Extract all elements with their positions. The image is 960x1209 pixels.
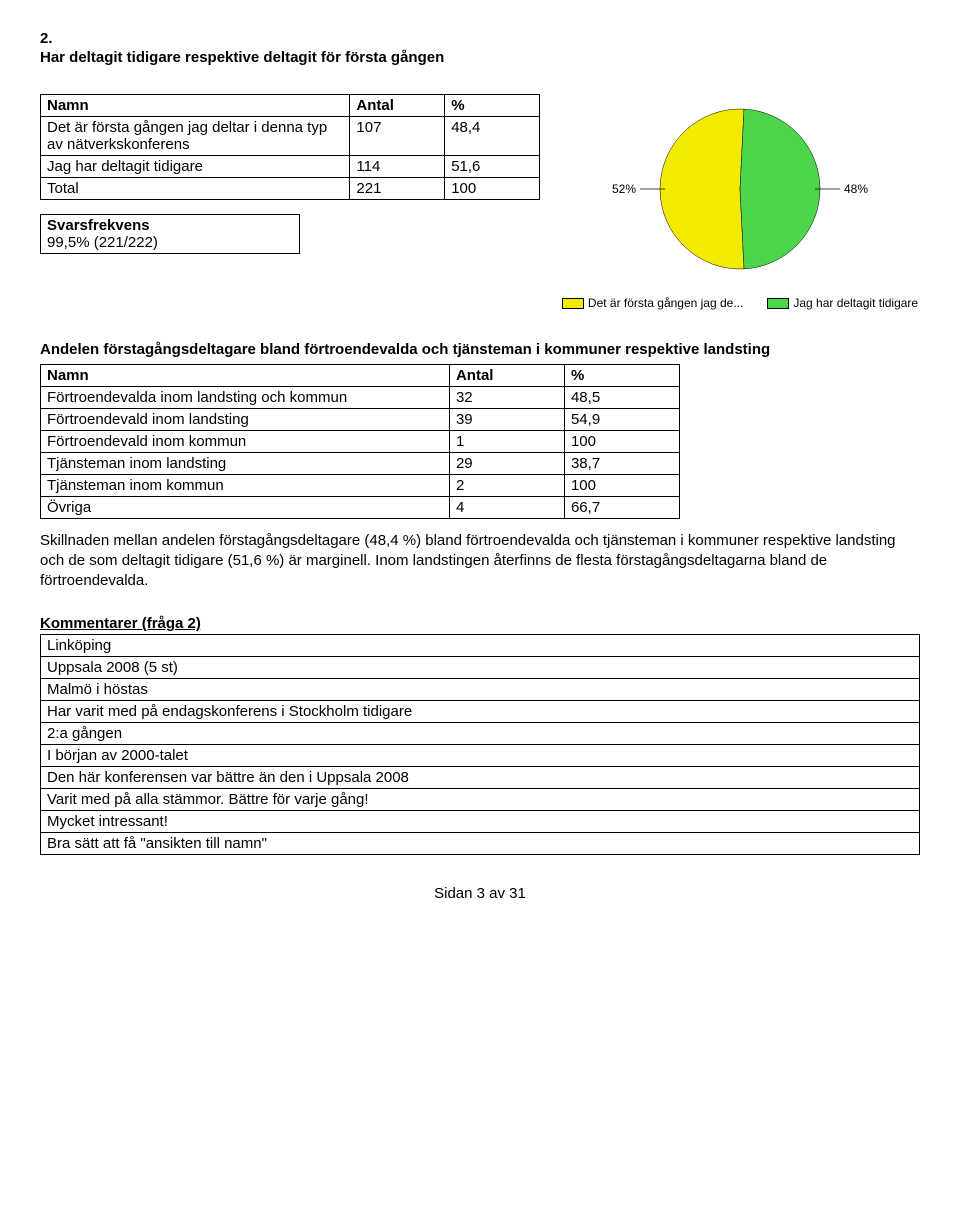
table-row: Tjänsteman inom landsting2938,7	[41, 452, 680, 474]
cell: 2	[449, 474, 564, 496]
cell: Det är första gången jag deltar i denna …	[41, 117, 350, 156]
breakdown-table: Namn Antal % Förtroendevalda inom landst…	[40, 364, 680, 519]
table-row: Tjänsteman inom kommun2100	[41, 474, 680, 496]
cell: Total	[41, 178, 350, 200]
cell: Malmö i höstas	[41, 679, 920, 701]
cell: 100	[564, 474, 679, 496]
cell: Övriga	[41, 496, 450, 518]
cell: 100	[445, 178, 540, 200]
legend-text-0: Det är första gången jag de...	[588, 296, 743, 310]
list-item: Bra sätt att få "ansikten till namn"	[41, 833, 920, 855]
legend-swatch-0	[562, 298, 584, 309]
cell: 39	[449, 408, 564, 430]
legend-swatch-1	[767, 298, 789, 309]
cell: Förtroendevald inom landsting	[41, 408, 450, 430]
list-item: Uppsala 2008 (5 st)	[41, 657, 920, 679]
cell: 32	[449, 386, 564, 408]
pie-chart: 52% 48%	[560, 94, 920, 284]
cell: Den här konferensen var bättre än den i …	[41, 767, 920, 789]
cell: Uppsala 2008 (5 st)	[41, 657, 920, 679]
t2-h2: %	[564, 364, 679, 386]
table-row: Förtroendevalda inom landsting och kommu…	[41, 386, 680, 408]
cell: Mycket intressant!	[41, 811, 920, 833]
cell: 107	[350, 117, 445, 156]
cell: 66,7	[564, 496, 679, 518]
cell: Linköping	[41, 635, 920, 657]
cell: Förtroendevald inom kommun	[41, 430, 450, 452]
analysis-paragraph: Skillnaden mellan andelen förstagångsdel…	[40, 531, 920, 592]
t2-h0: Namn	[41, 364, 450, 386]
svarsfrekvens-label: Svarsfrekvens	[47, 217, 293, 234]
cell: 48,4	[445, 117, 540, 156]
comments-table: Linköping Uppsala 2008 (5 st) Malmö i hö…	[40, 634, 920, 855]
comments-heading: Kommentarer (fråga 2)	[40, 615, 920, 632]
cell: Varit med på alla stämmor. Bättre för va…	[41, 789, 920, 811]
cell: Har varit med på endagskonferens i Stock…	[41, 701, 920, 723]
cell: 54,9	[564, 408, 679, 430]
svarsfrekvens-box: Svarsfrekvens 99,5% (221/222)	[40, 214, 300, 254]
legend-item: Jag har deltagit tidigare	[767, 296, 918, 310]
list-item: Varit med på alla stämmor. Bättre för va…	[41, 789, 920, 811]
legend-text-1: Jag har deltagit tidigare	[793, 296, 918, 310]
cell: 100	[564, 430, 679, 452]
list-item: 2:a gången	[41, 723, 920, 745]
table-row: Förtroendevald inom landsting3954,9	[41, 408, 680, 430]
cell: I början av 2000-talet	[41, 745, 920, 767]
comments-label: Kommentarer	[40, 615, 138, 632]
list-item: Mycket intressant!	[41, 811, 920, 833]
cell: 2:a gången	[41, 723, 920, 745]
cell: 221	[350, 178, 445, 200]
cell: Jag har deltagit tidigare	[41, 156, 350, 178]
cell: 4	[449, 496, 564, 518]
table-row: Jag har deltagit tidigare 114 51,6	[41, 156, 540, 178]
cell: Förtroendevalda inom landsting och kommu…	[41, 386, 450, 408]
pie-legend: Det är första gången jag de... Jag har d…	[560, 296, 920, 310]
response-table: Namn Antal % Det är första gången jag de…	[40, 94, 540, 200]
cell: Tjänsteman inom landsting	[41, 452, 450, 474]
list-item: Linköping	[41, 635, 920, 657]
list-item: Malmö i höstas	[41, 679, 920, 701]
question-number: 2.	[40, 30, 920, 47]
cell: 1	[449, 430, 564, 452]
table-row: Det är första gången jag deltar i denna …	[41, 117, 540, 156]
cell: 114	[350, 156, 445, 178]
cell: Tjänsteman inom kommun	[41, 474, 450, 496]
table-row: Total 221 100	[41, 178, 540, 200]
t2-h1: Antal	[449, 364, 564, 386]
t1-h0: Namn	[41, 95, 350, 117]
list-item: I början av 2000-talet	[41, 745, 920, 767]
left-column: Namn Antal % Det är första gången jag de…	[40, 94, 540, 254]
cell: 29	[449, 452, 564, 474]
svarsfrekvens-value: 99,5% (221/222)	[47, 234, 293, 251]
list-item: Den här konferensen var bättre än den i …	[41, 767, 920, 789]
t1-h2: %	[445, 95, 540, 117]
page-footer: Sidan 3 av 31	[40, 885, 920, 902]
cell: Bra sätt att få "ansikten till namn"	[41, 833, 920, 855]
cell: 38,7	[564, 452, 679, 474]
legend-item: Det är första gången jag de...	[562, 296, 743, 310]
svg-text:52%: 52%	[612, 182, 636, 196]
svg-text:48%: 48%	[844, 182, 868, 196]
chart-column: 52% 48% Det är första gången jag de... Ja…	[560, 94, 920, 310]
sub-heading: Andelen förstagångsdeltagare bland förtr…	[40, 340, 920, 360]
question-title: Har deltagit tidigare respektive deltagi…	[40, 49, 920, 66]
comments-suffix: (fråga 2)	[138, 615, 201, 632]
t1-h1: Antal	[350, 95, 445, 117]
list-item: Har varit med på endagskonferens i Stock…	[41, 701, 920, 723]
table-row: Övriga466,7	[41, 496, 680, 518]
cell: 51,6	[445, 156, 540, 178]
cell: 48,5	[564, 386, 679, 408]
table-row: Förtroendevald inom kommun1100	[41, 430, 680, 452]
